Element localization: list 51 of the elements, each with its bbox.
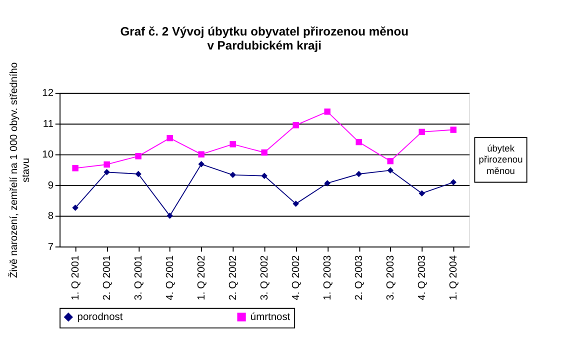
y-tick-label: 11 xyxy=(42,118,54,130)
point xyxy=(356,170,362,178)
x-tick-label: 2. Q 2001 xyxy=(102,255,114,300)
y-tick-label: 8 xyxy=(48,211,54,222)
text: Graf č. 2 Vývoj úbytku obyvatel přirozenou měnou xyxy=(120,24,408,39)
point xyxy=(450,126,456,133)
point xyxy=(135,170,142,178)
text: v Pardubickém kraji xyxy=(207,38,322,53)
x-tick-label: 4. Q 2001 xyxy=(165,255,176,300)
point xyxy=(135,153,142,160)
point xyxy=(166,212,173,219)
point xyxy=(261,149,268,156)
point xyxy=(230,141,236,148)
x-tick-label: 1. Q 2003 xyxy=(322,255,334,300)
point xyxy=(198,161,204,168)
point xyxy=(292,122,299,128)
point xyxy=(387,167,394,174)
point xyxy=(166,134,173,142)
x-tick-label: 3. Q 2001 xyxy=(134,255,145,300)
point xyxy=(104,161,110,168)
point xyxy=(418,128,425,136)
point xyxy=(324,180,330,186)
text: úbytek přirozenou měnou xyxy=(478,144,523,176)
point xyxy=(387,158,394,164)
y-axis-title: Živě narození, zemřelí na 1 000 obyv. středního stavu xyxy=(8,62,32,278)
x-tick-label: 4. Q 2003 xyxy=(417,255,428,300)
point xyxy=(324,108,330,115)
y-tick-label: 7 xyxy=(48,242,54,253)
point xyxy=(356,138,362,146)
x-tick-label: 4. Q 2002 xyxy=(291,255,302,300)
x-tick-label: 1. Q 2004 xyxy=(448,255,460,300)
x-tick-label: 3. Q 2002 xyxy=(260,255,271,300)
point xyxy=(450,179,456,186)
point xyxy=(104,169,110,176)
y-tick-label: 9 xyxy=(48,180,54,192)
point xyxy=(72,165,78,172)
point xyxy=(418,190,425,196)
y-tick-label: 12 xyxy=(42,88,54,100)
legend-label: porodnost xyxy=(77,312,123,323)
x-tick-label: 1. Q 2001 xyxy=(70,255,82,300)
point xyxy=(261,172,268,179)
x-tick-label: 1. Q 2002 xyxy=(196,255,208,300)
legend-label: úmrtnost xyxy=(250,312,290,323)
y-tick-label: 10 xyxy=(42,150,54,161)
point xyxy=(72,204,78,211)
point xyxy=(230,172,236,178)
x-tick-label: 2. Q 2002 xyxy=(228,255,240,300)
point xyxy=(292,200,299,207)
x-tick-label: 2. Q 2003 xyxy=(354,255,366,300)
point xyxy=(198,151,204,158)
x-tick-label: 3. Q 2003 xyxy=(386,255,397,300)
